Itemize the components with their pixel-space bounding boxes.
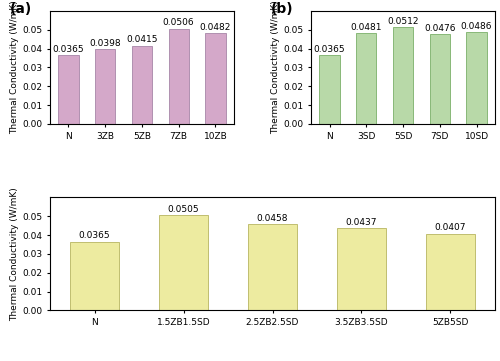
Text: 0.0505: 0.0505 bbox=[168, 205, 200, 214]
Bar bbox=[206, 33, 226, 124]
Y-axis label: Thermal Conductivity (W/mK): Thermal Conductivity (W/mK) bbox=[10, 187, 20, 321]
Text: 0.0398: 0.0398 bbox=[90, 39, 121, 48]
Bar bbox=[168, 29, 189, 124]
Text: 0.0437: 0.0437 bbox=[346, 218, 377, 227]
Bar bbox=[159, 215, 208, 310]
Text: 0.0365: 0.0365 bbox=[314, 45, 346, 54]
Bar bbox=[58, 55, 78, 124]
Bar bbox=[337, 228, 386, 310]
Text: 0.0407: 0.0407 bbox=[434, 223, 466, 232]
Bar bbox=[248, 224, 297, 310]
Y-axis label: Thermal Conductivity (W/mK): Thermal Conductivity (W/mK) bbox=[10, 0, 20, 134]
Bar bbox=[320, 55, 340, 124]
Text: 0.0365: 0.0365 bbox=[79, 231, 110, 240]
Bar bbox=[70, 242, 119, 310]
Text: 0.0458: 0.0458 bbox=[257, 214, 288, 223]
Bar bbox=[132, 46, 152, 124]
Bar bbox=[356, 33, 376, 124]
Text: 0.0365: 0.0365 bbox=[52, 45, 84, 54]
Text: 0.0481: 0.0481 bbox=[350, 23, 382, 32]
Text: 0.0415: 0.0415 bbox=[126, 35, 158, 44]
Text: 0.0486: 0.0486 bbox=[461, 22, 492, 31]
Bar bbox=[426, 234, 475, 310]
Bar bbox=[95, 49, 116, 124]
Text: 0.0512: 0.0512 bbox=[388, 17, 419, 26]
Text: (b): (b) bbox=[270, 2, 293, 16]
Text: 0.0506: 0.0506 bbox=[163, 18, 194, 27]
Bar bbox=[393, 27, 413, 124]
Bar bbox=[430, 34, 450, 124]
Text: 0.0482: 0.0482 bbox=[200, 23, 231, 32]
Text: (a): (a) bbox=[10, 2, 32, 16]
Text: 0.0476: 0.0476 bbox=[424, 24, 456, 33]
Bar bbox=[466, 32, 486, 124]
Y-axis label: Thermal Conductivity (W/mK): Thermal Conductivity (W/mK) bbox=[272, 0, 280, 134]
